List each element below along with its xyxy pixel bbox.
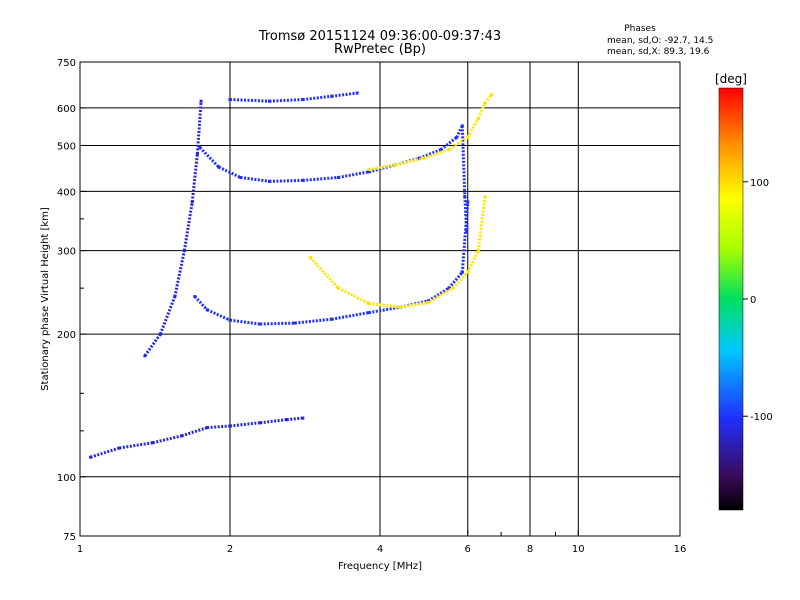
x-tick-label: 6 [465, 544, 471, 555]
trace-segment [229, 318, 261, 326]
stats-o: mean, sd,O: -92.7, 14.5 [607, 36, 713, 46]
trace-segment [460, 125, 467, 197]
colorbar-ticks: 100 0 -100 [743, 178, 773, 423]
trace-segment [309, 256, 340, 290]
trace-segment [368, 163, 396, 171]
data-points [89, 91, 494, 459]
trace-segment [302, 94, 332, 102]
colorbar-tick-label: 0 [750, 295, 756, 306]
trace-segment [423, 148, 450, 160]
trace-segment [368, 163, 397, 174]
chart-title: Tromsø 20151124 09:36:00-09:37:43 [258, 29, 501, 44]
colorbar-tick-label: -100 [750, 412, 773, 423]
trace [367, 93, 494, 171]
trace-segment [368, 302, 401, 309]
x-tick-label: 16 [674, 544, 687, 555]
trace-segment [439, 136, 458, 151]
y-tick-label: 200 [57, 330, 76, 341]
trace-segment [427, 286, 450, 303]
trace-segment [395, 156, 425, 167]
trace-segment [331, 311, 370, 321]
trace-segment [476, 102, 487, 120]
y-tick-label: 75 [63, 532, 76, 543]
trace-segment [294, 317, 332, 325]
trace-segment [229, 421, 261, 428]
trace-segment [260, 418, 287, 425]
data-point [355, 91, 359, 95]
y-tick-label: 600 [57, 104, 76, 115]
trace-segment [218, 165, 242, 179]
trace [143, 99, 203, 358]
trace-segment [240, 175, 270, 183]
y-tick-label: 300 [57, 247, 76, 258]
data-point [465, 229, 469, 233]
colorbar-label: [deg] [715, 72, 747, 86]
trace-segment [206, 308, 231, 322]
trace-segment [190, 153, 199, 203]
trace-segment [182, 201, 194, 251]
trace-segment [448, 136, 469, 151]
trace [198, 124, 469, 233]
trace-segment [466, 117, 480, 139]
trace-segment [269, 178, 303, 183]
y-axis-label: Stationary phase Virtual Height [km] [40, 207, 51, 391]
x-tick-label: 2 [227, 544, 233, 555]
trace-segment [152, 434, 183, 445]
x-tick-label: 4 [377, 544, 383, 555]
trace [228, 91, 359, 103]
trace-segment [337, 286, 370, 305]
y-tick-label: 500 [57, 141, 76, 152]
trace-segment [193, 295, 209, 311]
trace-segment [476, 196, 487, 251]
trace-segment [159, 296, 177, 335]
trace [89, 416, 305, 459]
trace-segment [460, 201, 470, 273]
y-tick-label: 750 [57, 58, 76, 69]
y-tick-label: 400 [57, 187, 76, 198]
trace-segment [338, 170, 370, 179]
trace [308, 195, 487, 309]
trace-segment [90, 446, 120, 459]
trace-segment [451, 271, 469, 290]
trace-segment [466, 249, 480, 273]
trace-segment [331, 91, 358, 98]
colorbar [718, 87, 744, 511]
data-point [301, 416, 305, 420]
trace-segment [427, 286, 454, 304]
axis-ticks: 1 2 4 6 8 10 16 75 100 200 300 400 500 600 750 [57, 58, 686, 555]
trace [193, 200, 470, 326]
x-axis-label: Frequency [MHz] [338, 561, 422, 572]
trace-segment [181, 426, 208, 438]
trace-segment [173, 250, 186, 297]
x-tick-label: 10 [572, 544, 585, 555]
stats-x: mean, sd,X: 89.3, 19.6 [607, 47, 710, 57]
trace-segment [119, 441, 154, 450]
data-point [199, 99, 203, 103]
trace-segment [195, 101, 203, 154]
trace-segment [260, 321, 295, 326]
trace-segment [198, 146, 220, 169]
trace-segment [143, 333, 162, 357]
data-point [466, 200, 470, 204]
data-point [483, 195, 487, 199]
trace-segment [368, 305, 401, 315]
trace-segment [269, 98, 303, 103]
grid-lines [80, 62, 680, 536]
trace-segment [286, 416, 303, 422]
trace-segment [400, 301, 429, 309]
trace-segment [302, 175, 339, 182]
chart-subtitle: RwPretec (Bp) [334, 42, 426, 57]
x-tick-label: 1 [77, 544, 83, 555]
stats-title: Phases [624, 24, 656, 34]
colorbar-tick-label: 100 [750, 178, 769, 189]
data-point [490, 93, 494, 97]
trace-segment [229, 98, 270, 103]
trace-segment [207, 424, 231, 430]
y-tick-label: 100 [57, 473, 76, 484]
x-tick-label: 8 [527, 544, 533, 555]
